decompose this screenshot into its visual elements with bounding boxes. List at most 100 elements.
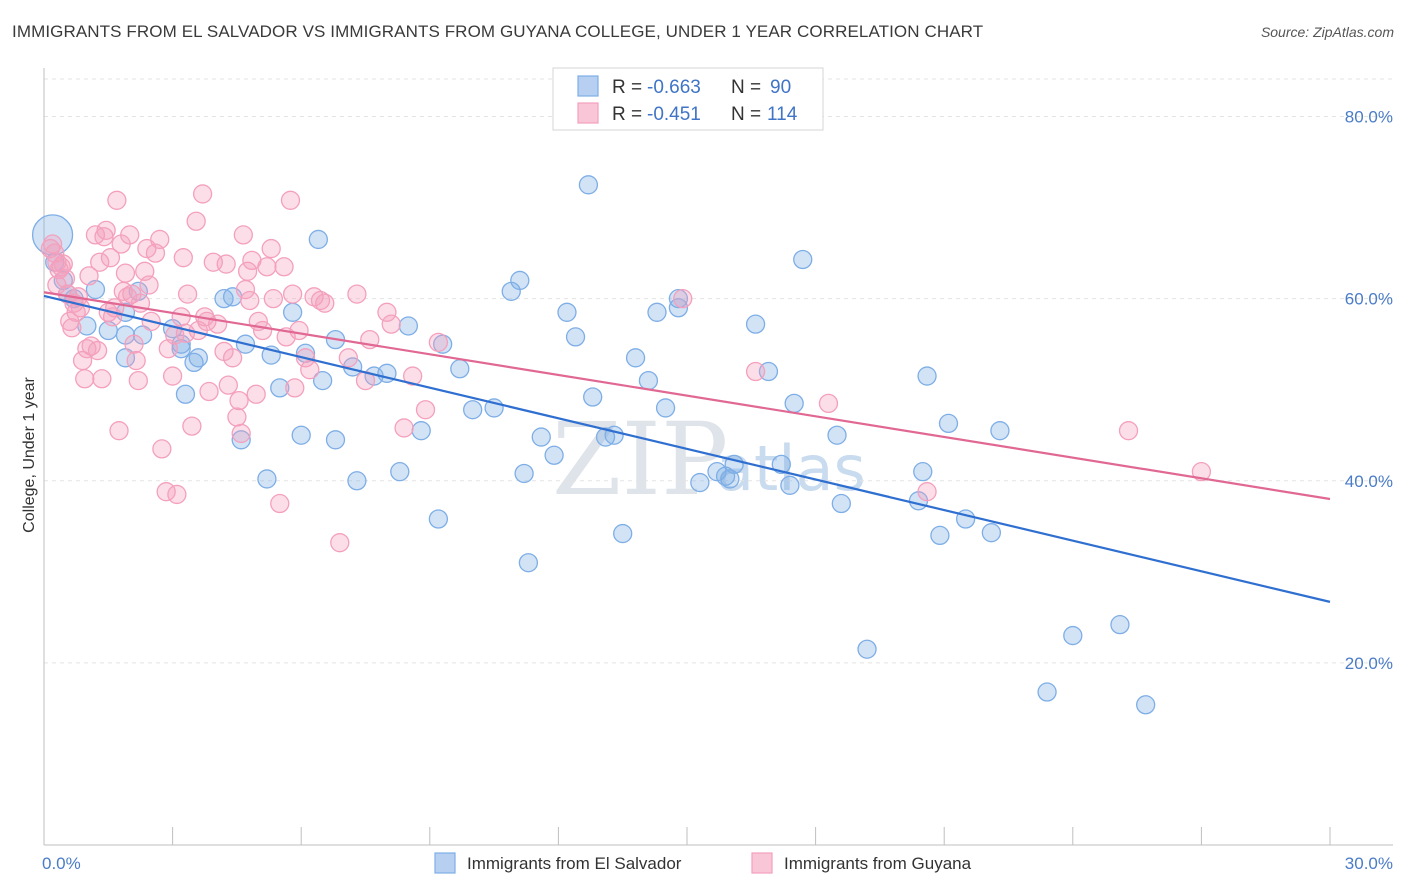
point-el-salvador	[231, 430, 251, 450]
point-guyana	[216, 254, 236, 274]
point-guyana	[120, 225, 140, 245]
point-guyana	[90, 252, 110, 272]
point-guyana	[394, 418, 414, 438]
point-el-salvador	[745, 314, 766, 334]
point-guyana	[150, 229, 170, 250]
point-guyana	[315, 293, 335, 313]
point-guyana	[1191, 462, 1212, 482]
point-guyana	[270, 493, 290, 514]
point-el-salvador	[831, 493, 851, 514]
point-guyana	[109, 421, 129, 441]
point-guyana	[126, 350, 146, 371]
point-guyana	[162, 366, 183, 386]
point-el-salvador	[325, 430, 346, 450]
point-guyana	[115, 263, 136, 283]
point-guyana	[192, 184, 213, 204]
trend-line-el-salvador	[43, 294, 1331, 603]
point-el-salvador	[308, 229, 328, 250]
point-guyana	[257, 257, 277, 277]
point-guyana	[338, 348, 359, 368]
point-guyana	[282, 284, 303, 304]
watermark-zip: ZIP	[552, 401, 728, 518]
point-guyana	[171, 307, 191, 327]
point-el-salvador	[557, 302, 577, 322]
bottom-legend-label-el-salvador: Immigrants from El Salvador	[467, 854, 682, 873]
correlation-legend: R = -0.663 N = 90 R = -0.451 N = 114	[552, 67, 824, 131]
point-el-salvador	[188, 348, 208, 368]
point-guyana	[403, 366, 423, 386]
point-guyana	[330, 533, 350, 553]
point-guyana	[300, 360, 320, 380]
y-tick-label: 20.0%	[1345, 654, 1393, 673]
chart-title: IMMIGRANTS FROM EL SALVADOR VS IMMIGRANT…	[12, 22, 984, 41]
point-guyana	[79, 266, 99, 286]
point-el-salvador	[930, 525, 950, 546]
point-el-salvador	[514, 463, 534, 484]
point-el-salvador	[625, 348, 646, 368]
point-guyana	[917, 482, 937, 502]
point-guyana	[263, 288, 283, 309]
y-tick-label: 60.0%	[1345, 290, 1393, 309]
point-el-salvador	[990, 421, 1010, 441]
point-guyana	[75, 369, 95, 389]
point-el-salvador	[578, 175, 599, 195]
legend-n-label-1: N =	[731, 77, 761, 98]
source-credit: Source: ZipAtlas.com	[1260, 24, 1394, 40]
watermark: ZIP atlas	[552, 401, 866, 518]
point-el-salvador	[917, 366, 937, 386]
point-el-salvador	[638, 370, 659, 391]
legend-r-value-2: -0.451	[647, 104, 701, 125]
point-el-salvador	[347, 471, 367, 491]
point-guyana	[381, 314, 401, 334]
legend-r-label-1: R =	[612, 77, 642, 98]
point-el-salvador	[583, 387, 603, 407]
point-guyana	[167, 484, 187, 505]
point-el-salvador	[450, 359, 470, 379]
point-guyana	[107, 190, 127, 210]
point-guyana	[100, 248, 121, 268]
gridlines	[44, 78, 1393, 664]
point-el-salvador	[1037, 682, 1057, 702]
point-guyana	[152, 439, 172, 459]
point-guyana	[70, 298, 91, 318]
point-el-salvador	[398, 316, 419, 336]
point-guyana	[745, 361, 766, 382]
point-guyana	[240, 290, 260, 311]
point-el-salvador	[780, 475, 800, 495]
point-guyana	[233, 225, 253, 245]
legend-r-value-1: -0.663	[647, 77, 701, 98]
point-guyana	[128, 370, 148, 391]
point-el-salvador	[690, 472, 710, 493]
trend-line-guyana	[43, 291, 1331, 501]
point-el-salvador	[531, 427, 551, 447]
point-guyana	[229, 390, 249, 411]
series-guyana-points	[40, 184, 1212, 553]
point-guyana	[252, 320, 273, 341]
point-el-salvador	[784, 393, 804, 414]
point-guyana	[55, 268, 76, 289]
point-guyana	[186, 211, 206, 231]
point-el-salvador	[647, 302, 667, 322]
legend-swatch-blue	[577, 75, 599, 97]
point-el-salvador	[428, 509, 449, 529]
x-tick-label-min: 0.0%	[42, 854, 81, 873]
point-guyana	[139, 275, 159, 295]
point-el-salvador	[257, 469, 277, 489]
bottom-legend-swatch-pink	[751, 852, 773, 874]
bottom-legend-swatch-blue	[434, 852, 456, 874]
legend-swatch-pink	[577, 102, 599, 124]
point-el-salvador	[390, 462, 410, 482]
point-guyana	[280, 190, 301, 210]
y-tick-label: 80.0%	[1345, 108, 1393, 127]
point-el-salvador	[981, 523, 1002, 543]
point-guyana	[96, 220, 116, 241]
point-el-salvador	[613, 523, 633, 544]
point-el-salvador	[771, 454, 791, 475]
point-el-salvador	[411, 421, 431, 441]
point-guyana	[62, 318, 82, 338]
point-el-salvador	[655, 398, 676, 418]
point-el-salvador	[565, 327, 586, 347]
y-tick-label: 40.0%	[1345, 472, 1393, 491]
point-el-salvador	[312, 370, 333, 391]
